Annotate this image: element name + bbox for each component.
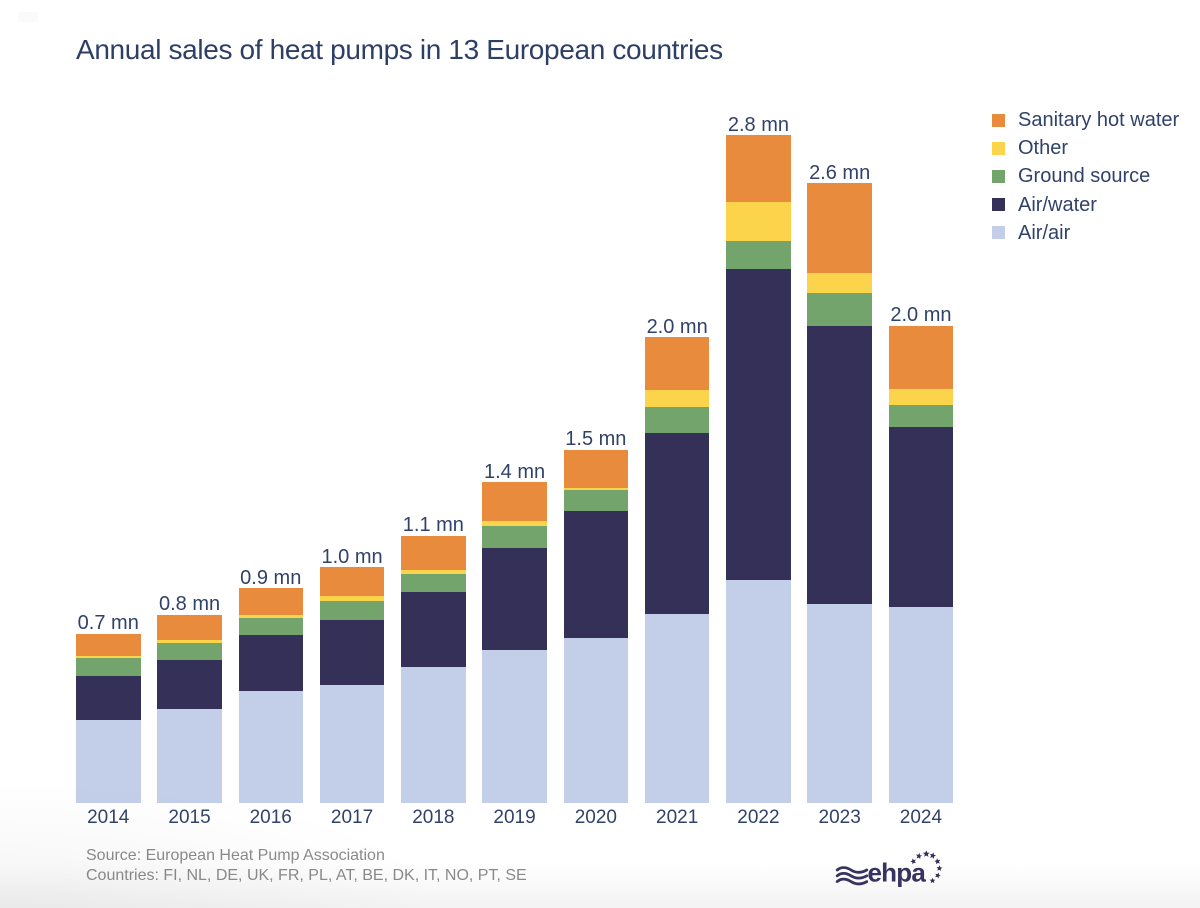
svg-text:ehpa: ehpa [868, 858, 927, 888]
